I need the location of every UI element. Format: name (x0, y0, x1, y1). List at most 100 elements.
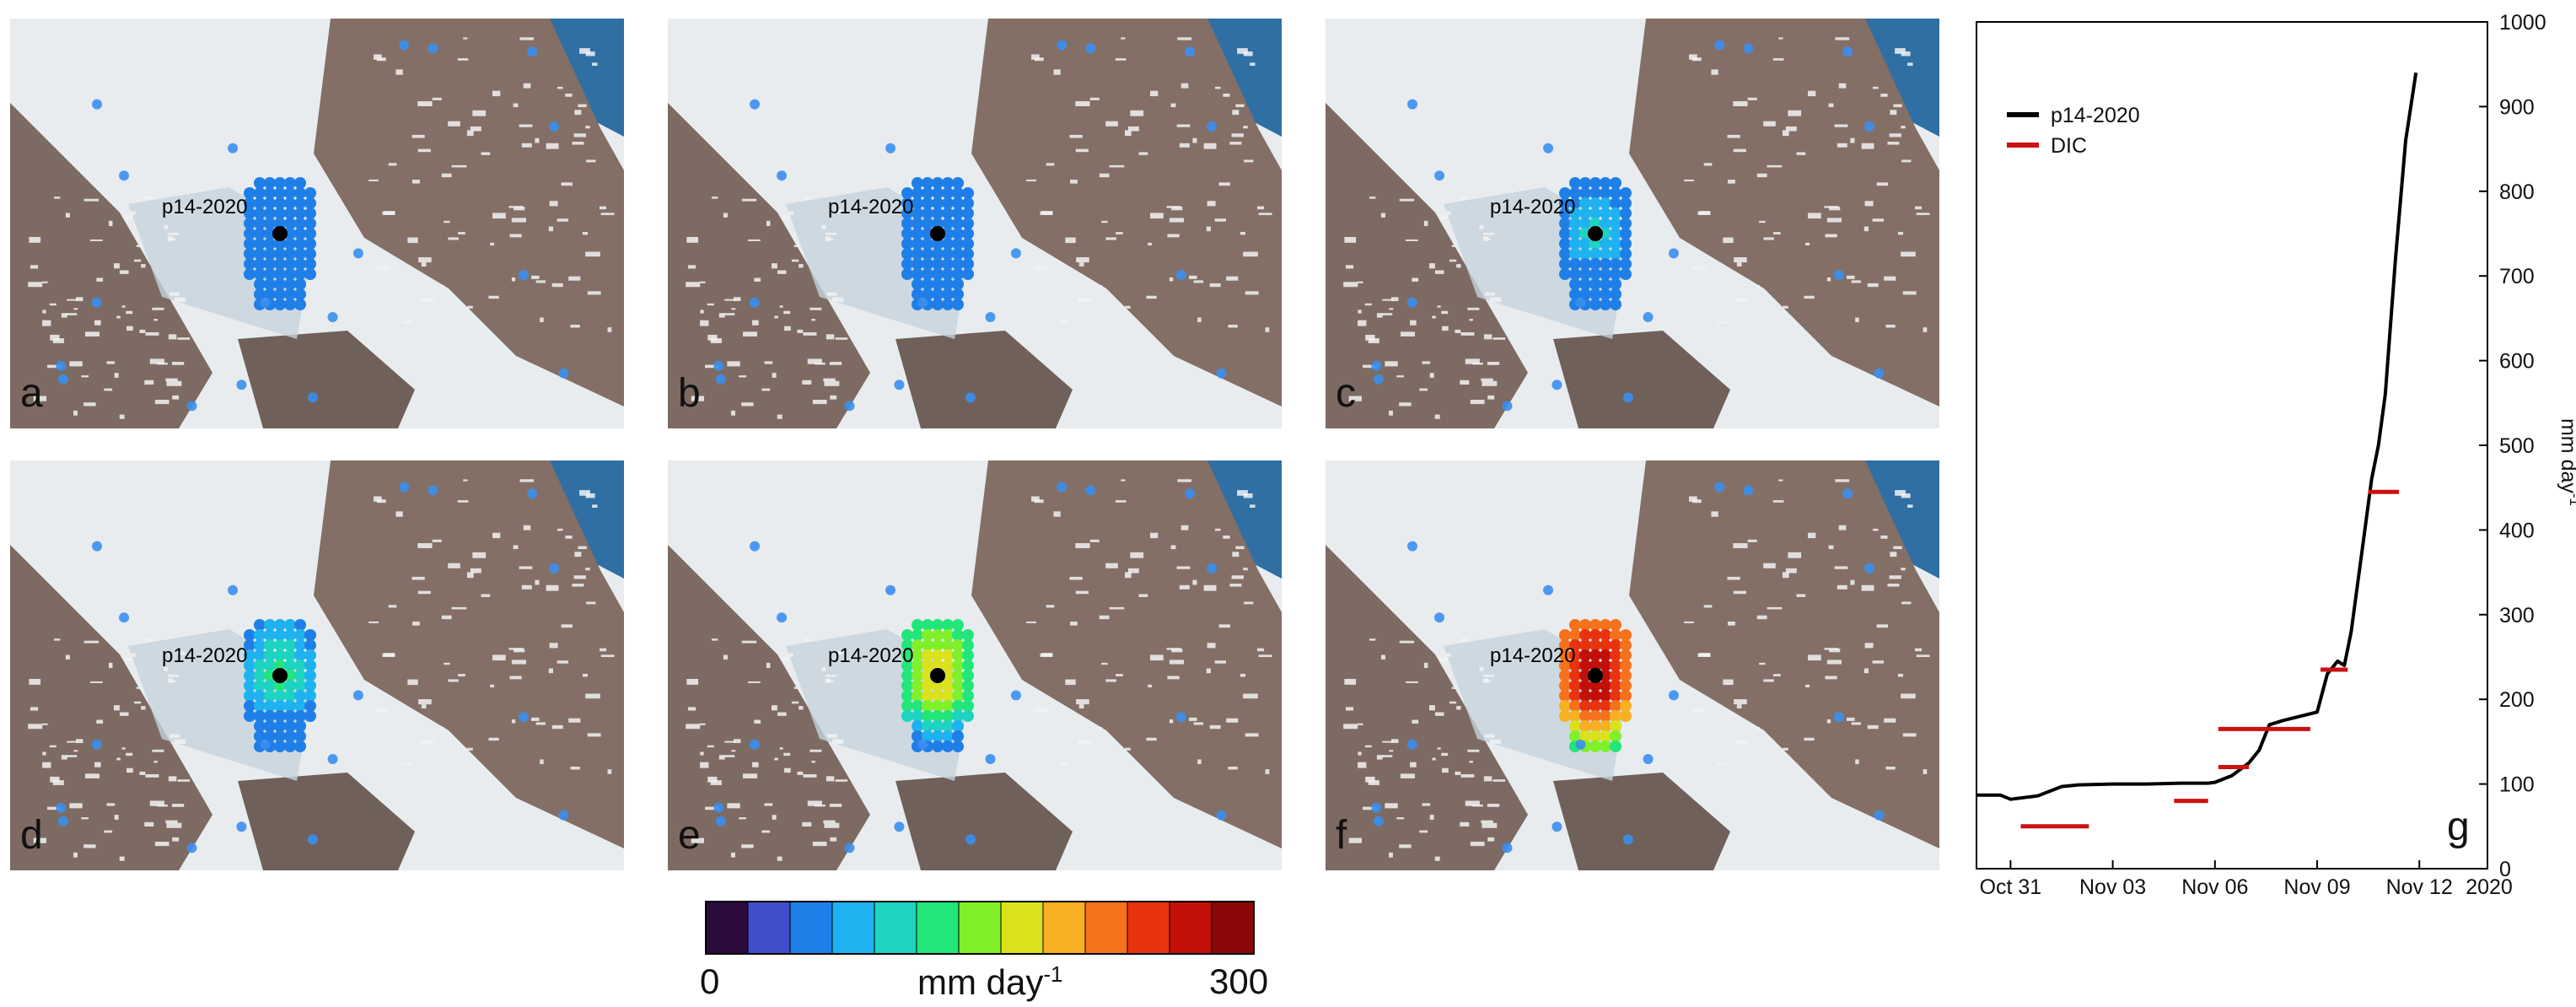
velocity-point (294, 238, 306, 250)
velocity-point (965, 392, 976, 403)
snow-patch (1851, 280, 1862, 283)
snow-patch (1169, 277, 1174, 282)
snow-patch (812, 841, 827, 847)
snow-patch (802, 380, 812, 385)
panel-letter-g: g (2447, 805, 2470, 849)
snow-patch (448, 679, 459, 682)
snow-patch (802, 821, 812, 827)
colorbar-swatch (1212, 902, 1254, 954)
snow-patch (1451, 245, 1456, 247)
snow-patch (803, 196, 810, 200)
snow-patch (108, 220, 113, 227)
snow-patch (1115, 500, 1127, 503)
snow-patch (579, 48, 590, 54)
snow-patch (418, 257, 432, 263)
rock-area-bottom (238, 773, 415, 870)
velocity-point (749, 739, 760, 750)
snow-patch (1734, 699, 1747, 705)
velocity-point (1620, 258, 1632, 270)
velocity-point (254, 197, 266, 209)
snow-patch (1482, 236, 1489, 241)
velocity-point (1406, 739, 1417, 750)
velocity-point (264, 228, 276, 240)
velocity-point (254, 710, 266, 722)
snow-patch (83, 402, 96, 407)
snow-patch (1914, 648, 1923, 652)
velocity-point (952, 288, 964, 300)
velocity-point (1610, 619, 1621, 631)
snow-patch (1455, 771, 1461, 775)
y-tick-label: 800 (2499, 180, 2535, 204)
velocity-point (777, 612, 788, 623)
velocity-point (254, 248, 266, 260)
snow-patch (1895, 490, 1906, 496)
snow-patch (165, 378, 178, 382)
snow-patch (1344, 678, 1357, 685)
snow-patch (1772, 58, 1784, 61)
velocity-point (294, 680, 306, 692)
velocity-point (254, 187, 266, 199)
snow-patch (65, 213, 70, 218)
snow-patch (119, 270, 129, 274)
velocity-point (284, 207, 296, 219)
snow-patch (513, 545, 519, 550)
snow-patch (1446, 653, 1451, 657)
colorbar-max-label: 300 (1209, 961, 1269, 1001)
velocity-point (1620, 660, 1632, 671)
snow-patch (1076, 257, 1089, 263)
velocity-point (932, 730, 944, 742)
snow-patch (1389, 750, 1394, 752)
snow-patch (1197, 317, 1202, 323)
snow-patch (1226, 718, 1239, 723)
rock-area-left (1326, 103, 1528, 428)
velocity-point (1559, 258, 1571, 270)
snow-patch (831, 739, 844, 745)
velocity-point (186, 401, 197, 412)
snow-patch (772, 815, 777, 820)
snow-patch (1380, 213, 1385, 218)
snow-patch (747, 239, 761, 241)
snow-patch (1691, 499, 1702, 504)
velocity-point (952, 268, 964, 280)
snow-patch (165, 820, 178, 824)
snow-patch (793, 245, 799, 247)
snow-patch (1890, 110, 1897, 116)
velocity-point (1589, 238, 1601, 250)
velocity-point (274, 207, 286, 219)
snow-patch (152, 307, 164, 310)
snow-patch (540, 317, 544, 323)
snow-patch (119, 712, 129, 716)
velocity-point (942, 710, 954, 722)
velocity-point (558, 368, 569, 379)
snow-patch (472, 552, 487, 558)
velocity-point (942, 619, 954, 631)
colorbar-swatch (1043, 902, 1085, 954)
velocity-point (912, 238, 923, 250)
velocity-point (912, 649, 923, 661)
snow-patch (1124, 130, 1132, 137)
velocity-point (952, 700, 964, 712)
snow-patch (572, 142, 584, 145)
snow-patch (1358, 320, 1367, 326)
snow-patch (1365, 334, 1375, 341)
velocity-point (1620, 197, 1632, 209)
velocity-point (274, 288, 286, 300)
snow-patch (1756, 173, 1767, 178)
velocity-point (922, 649, 933, 661)
velocity-point (901, 197, 913, 209)
velocity-point (932, 207, 944, 219)
snow-patch (585, 693, 600, 699)
snow-patch (791, 259, 799, 262)
snow-patch (1149, 654, 1164, 661)
snow-patch (376, 499, 386, 504)
snow-patch (448, 121, 460, 127)
snow-patch (1127, 568, 1139, 574)
velocity-point (912, 629, 923, 641)
snow-patch (1763, 563, 1776, 568)
velocity-point (284, 629, 296, 641)
snow-patch (1897, 231, 1904, 235)
snow-patch (169, 734, 180, 738)
snow-patch (104, 388, 113, 391)
snow-patch (407, 237, 418, 244)
y-tick-label: 400 (2499, 519, 2535, 542)
